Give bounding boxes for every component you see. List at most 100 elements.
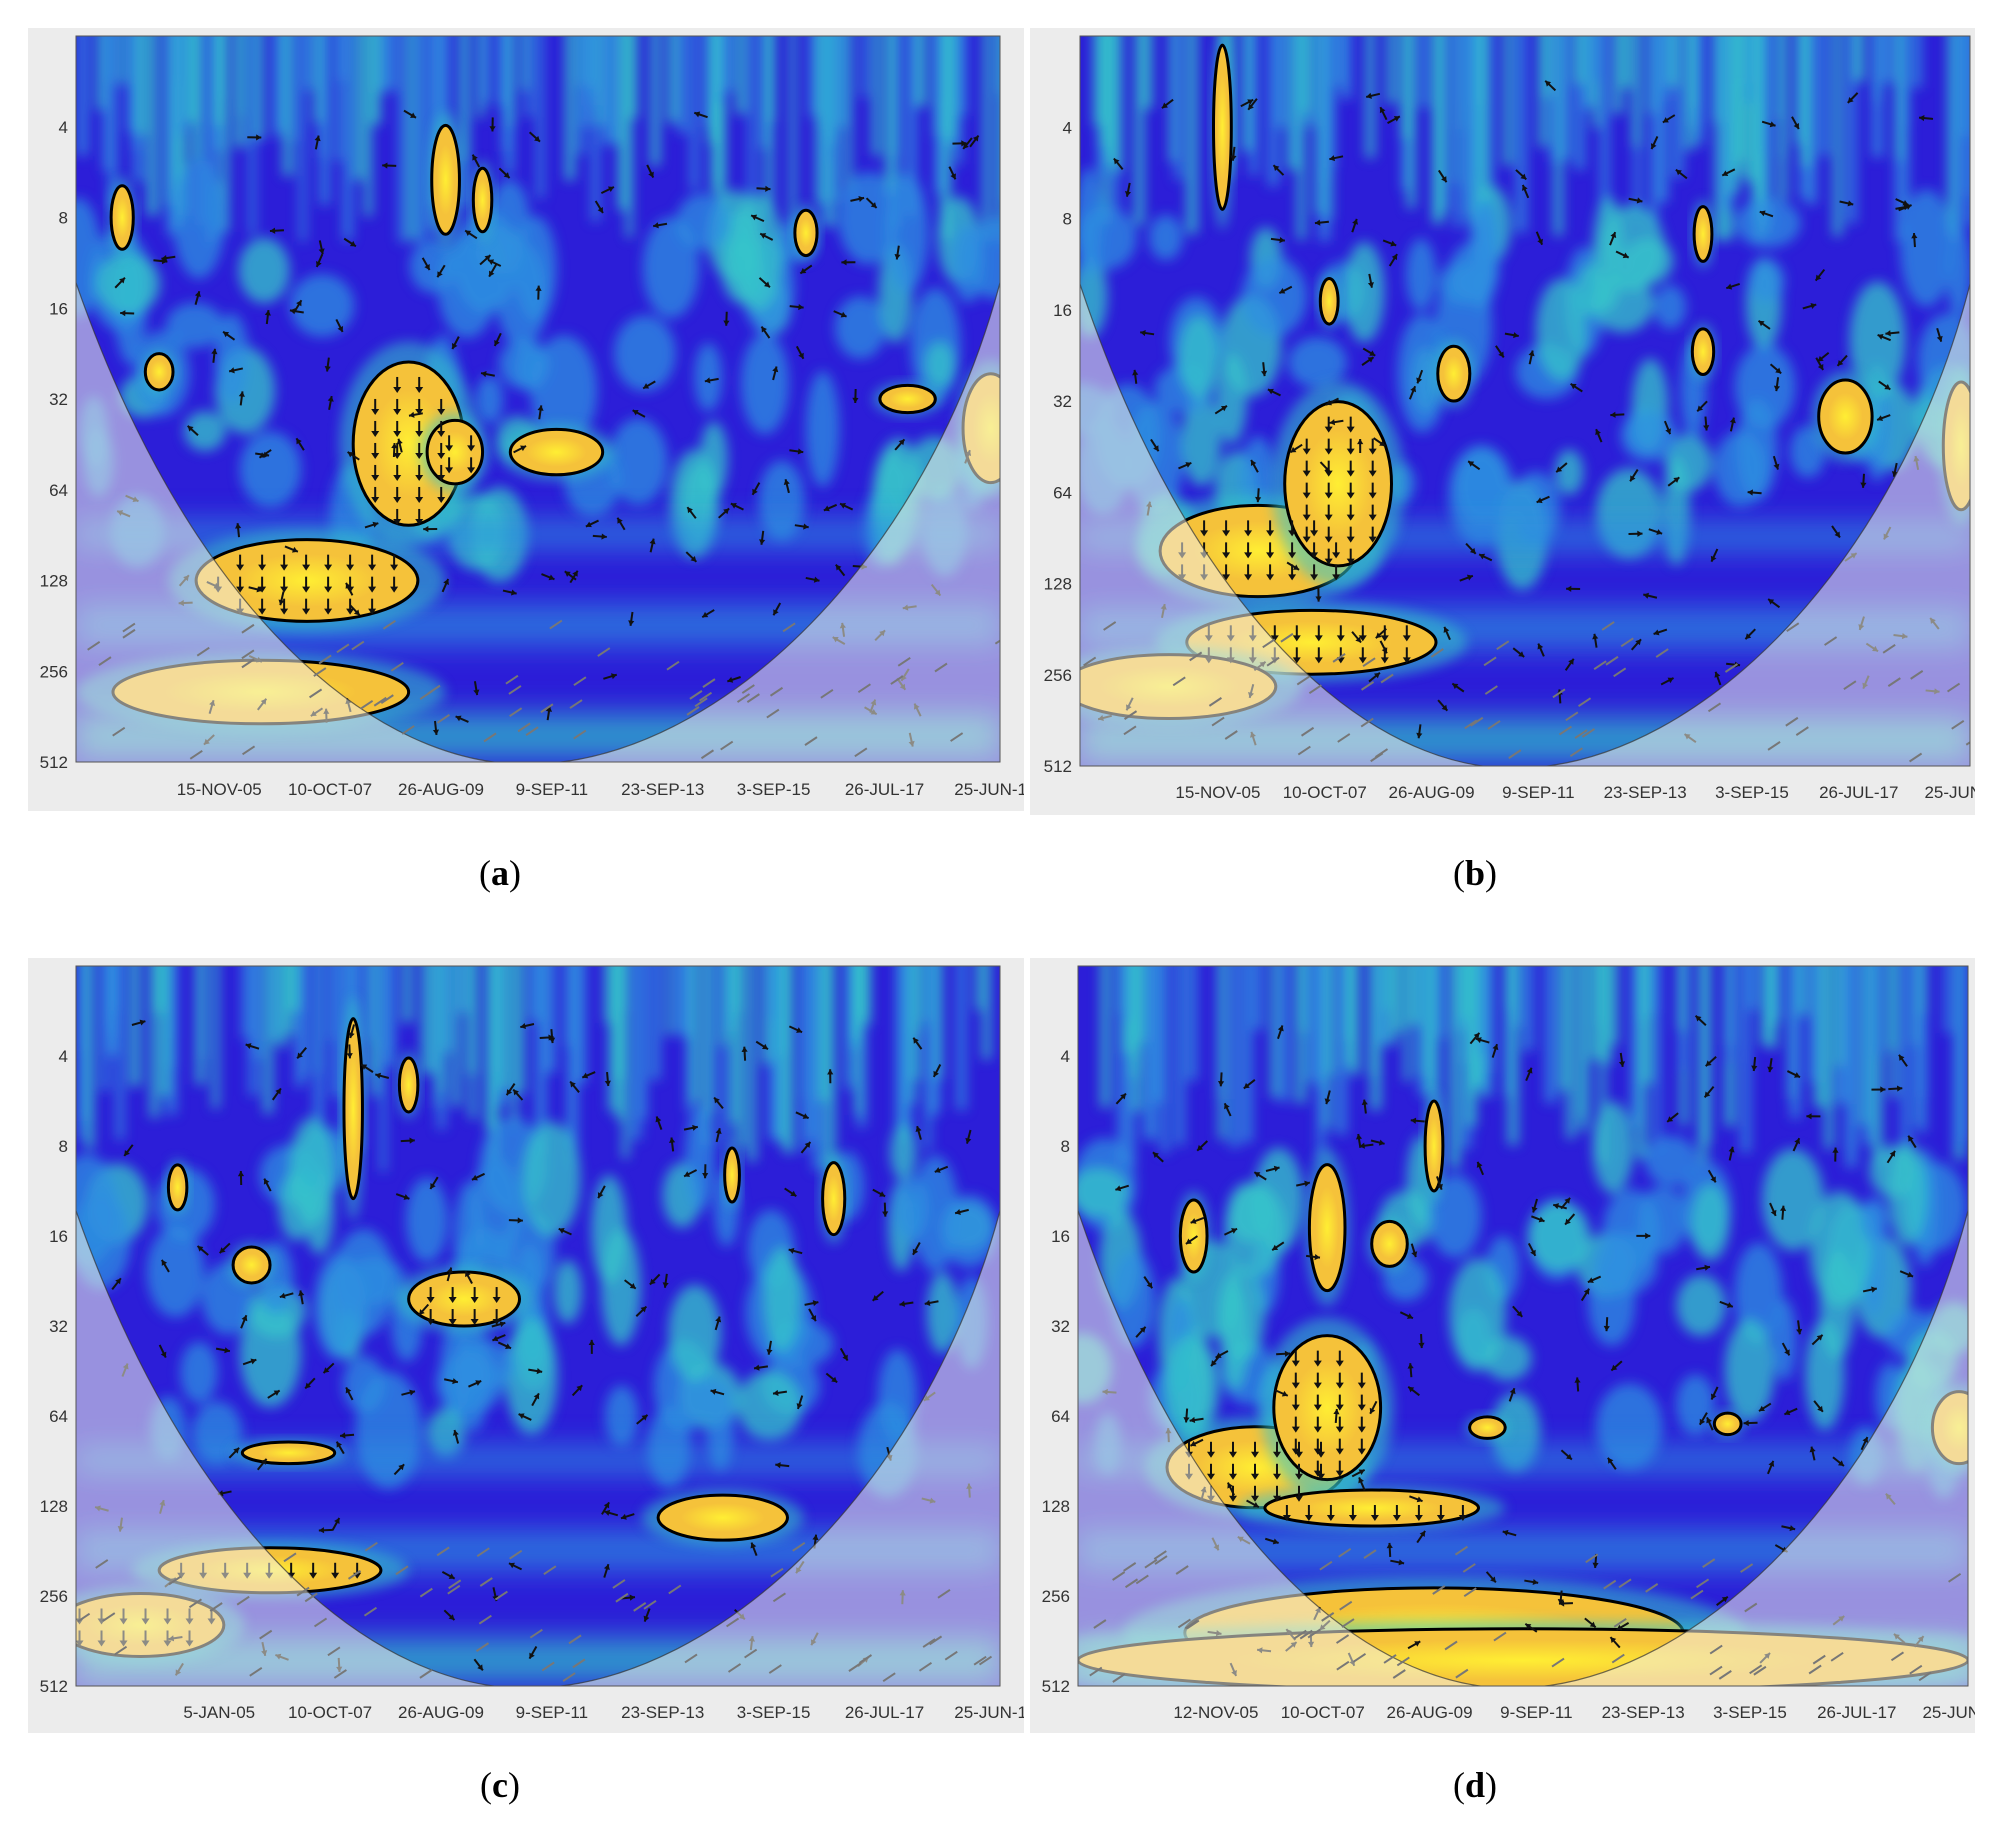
significance-contour — [1690, 327, 1716, 376]
x-tick-label: 5-JAN-05 — [183, 1703, 255, 1722]
phase-arrow — [382, 619, 396, 630]
phase-arrow — [1812, 1654, 1826, 1665]
cone-of-influence-boundary — [1080, 284, 1970, 766]
y-tick-label: 8 — [59, 1137, 68, 1156]
phase-arrow — [1444, 1640, 1458, 1651]
y-tick-label: 128 — [1042, 1497, 1070, 1516]
significance-contour — [166, 1163, 189, 1212]
phase-arrow — [1577, 697, 1592, 708]
x-tick-label: 26-JUL-17 — [1819, 783, 1898, 802]
phase-arrow — [1890, 1651, 1905, 1662]
panel-d: 4 8 16 32 64 128 256 512 12-NOV-05 10-OCT-07 26-AU… — [1030, 958, 1975, 1733]
x-tick-label: 12-NOV-05 — [1173, 1703, 1258, 1722]
heatmap-plot-area — [1078, 966, 1968, 1686]
phase-arrow — [122, 622, 136, 633]
phase-arrow — [1887, 677, 1901, 687]
phase-arrow — [479, 1577, 493, 1587]
significance-contour — [1712, 1411, 1743, 1437]
phase-arrow — [1718, 1670, 1732, 1680]
significance-contour — [1272, 1334, 1383, 1482]
phase-arrow — [509, 707, 523, 718]
phase-arrow — [1455, 1668, 1469, 1679]
chart-c: 4 8 16 32 64 128 256 512 5-JAN-05 10-OCT-07 26-AUG… — [40, 965, 1024, 1722]
phase-arrow — [1112, 1673, 1126, 1683]
phase-arrow — [994, 639, 1000, 645]
y-tick-label: 32 — [49, 390, 68, 409]
phase-arrow — [483, 732, 497, 743]
phase-arrow — [95, 1559, 109, 1569]
panel-b: 4 8 16 32 64 128 256 512 15-NOV-05 10-OCT-07 26-AU… — [1030, 28, 1975, 815]
phase-arrow — [540, 703, 554, 714]
phase-arrow — [102, 1612, 116, 1622]
phase-arrow — [313, 667, 327, 677]
phase-arrow — [1093, 1619, 1107, 1629]
significance-contour — [1318, 276, 1340, 326]
significance-contour — [1423, 1099, 1445, 1193]
phase-arrow — [1740, 1563, 1754, 1573]
phase-arrow — [726, 1617, 740, 1628]
phase-arrow — [1321, 1612, 1335, 1622]
phase-arrow — [1123, 1562, 1137, 1572]
phase-arrow — [241, 623, 255, 634]
phase-arrow — [1470, 716, 1484, 727]
cone-of-influence — [1080, 284, 1970, 766]
phase-arrow — [549, 619, 563, 630]
x-tick-label: 23-SEP-13 — [1602, 1703, 1685, 1722]
phase-arrow — [973, 1655, 987, 1666]
significance-contour — [240, 1440, 337, 1466]
phase-arrow — [304, 1592, 318, 1603]
phase-arrow — [633, 1602, 647, 1612]
significance-contour — [430, 123, 461, 236]
x-tick-label: 9-SEP-11 — [516, 780, 588, 799]
phase-arrow — [1909, 752, 1923, 763]
phase-arrow — [419, 1587, 433, 1598]
cone-of-influence-boundary — [76, 1210, 1000, 1686]
y-tick-label: 16 — [1051, 1227, 1070, 1246]
significance-contour — [508, 427, 605, 477]
phase-arrow — [360, 699, 374, 710]
phase-arrow — [727, 1663, 742, 1673]
phase-arrow — [168, 1575, 182, 1586]
cone-of-influence — [76, 1210, 1000, 1686]
significance-contour — [1263, 1488, 1481, 1528]
y-tick-label: 512 — [1042, 1677, 1070, 1696]
phase-arrow — [241, 649, 255, 660]
phase-arrow — [1280, 632, 1294, 643]
phase-arrow — [1189, 651, 1203, 662]
phase-arrow — [1709, 1644, 1723, 1655]
y-tick-label: 16 — [49, 1227, 68, 1246]
phase-arrow — [1843, 680, 1857, 691]
x-tick-label: 3-SEP-15 — [737, 780, 811, 799]
caption-c: (c) — [480, 1765, 520, 1805]
phase-arrow — [505, 674, 519, 685]
phase-arrow — [1551, 1657, 1565, 1668]
y-tick-label: 8 — [1063, 210, 1072, 229]
phase-arrow — [209, 1602, 223, 1612]
caption-d: (d) — [1452, 1765, 1498, 1805]
phase-arrow — [113, 1645, 128, 1656]
phase-arrow — [1585, 1553, 1599, 1564]
phase-arrow — [1300, 726, 1315, 737]
phase-arrow — [347, 1570, 362, 1580]
phase-arrow — [1266, 656, 1280, 667]
phase-arrow — [1463, 1587, 1477, 1598]
phase-arrow — [1965, 741, 1970, 746]
phase-arrow — [1335, 1634, 1350, 1644]
phase-arrow — [768, 1664, 782, 1674]
phase-arrow — [1208, 697, 1222, 707]
phase-arrow — [1175, 1565, 1189, 1575]
phase-arrow — [1135, 1574, 1149, 1585]
phase-arrow — [380, 694, 394, 704]
significance-contour — [425, 418, 485, 486]
phase-arrow — [897, 657, 911, 667]
x-tick-label: 26-AUG-09 — [1389, 783, 1475, 802]
phase-arrow — [87, 640, 101, 651]
x-tick-label: 25-JUN-19 — [954, 780, 1024, 799]
phase-arrow — [1709, 1665, 1723, 1676]
phase-arrow — [772, 1592, 786, 1603]
phase-arrow — [313, 1617, 328, 1628]
y-tick-label: 32 — [1051, 1317, 1070, 1336]
phase-arrow — [373, 696, 387, 707]
significance-contour — [143, 352, 175, 392]
phase-arrow — [1224, 730, 1238, 740]
